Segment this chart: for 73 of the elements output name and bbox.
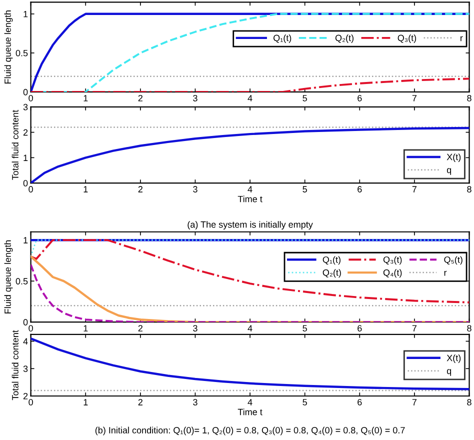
y-tick-label: 1 xyxy=(24,154,28,161)
x-tick-label: 8 xyxy=(467,399,472,406)
y-tick-label: 1 xyxy=(24,237,28,244)
x-tick-label: 6 xyxy=(358,186,362,192)
x-tick-label: 1 xyxy=(84,95,88,102)
x-tick-label: 0 xyxy=(28,325,33,332)
y-tick-label: 0 xyxy=(23,319,28,326)
y-axis-title: Fluid queue length xyxy=(4,240,13,314)
x-tick-label: 6 xyxy=(358,325,362,332)
y-tick-label: 0.5 xyxy=(16,278,28,284)
x-tick-label: 6 xyxy=(358,94,362,102)
x-tick-label: 4 xyxy=(248,186,252,192)
legend-label: q xyxy=(446,369,452,376)
line-series xyxy=(30,239,470,304)
y-tick-label: 2 xyxy=(23,392,28,400)
legend-label: r xyxy=(460,36,463,42)
y-tick-label: 3 xyxy=(23,366,28,372)
x-tick-label: 2 xyxy=(138,94,142,102)
x-tick-label: 5 xyxy=(302,95,307,102)
x-tick-label: 3 xyxy=(193,186,198,192)
y-axis-title: Fluid queue length xyxy=(4,10,13,84)
x-tick-label: 4 xyxy=(248,95,252,102)
x-tick-label: 7 xyxy=(412,95,417,102)
x-tick-label: 3 xyxy=(193,325,198,332)
x-tick-label: 5 xyxy=(302,399,307,406)
y-tick-label: 0 xyxy=(23,88,28,96)
x-tick-label: 4 xyxy=(248,399,252,406)
x-axis-title: Time t xyxy=(238,196,262,202)
x-tick-label: 3 xyxy=(193,399,198,406)
x-tick-label: 2 xyxy=(138,325,142,332)
x-axis-title: Time t xyxy=(238,408,262,416)
x-tick-label: 8 xyxy=(467,325,472,332)
legend-label: Q₄(t) xyxy=(383,269,402,278)
x-tick-label: 7 xyxy=(412,325,417,332)
y-axis-title: Total fluid content xyxy=(12,330,18,400)
text: (b) Initial condition: Q₁(0)= 1, Q₂(0) = 0.8, Q₃(0) = 0.8, Q₄(0) = 0.8, Q₅(0) = 0.7 xyxy=(95,426,405,436)
y-tick-label: 3 xyxy=(23,104,28,110)
x-tick-label: 7 xyxy=(412,186,417,192)
line-series xyxy=(30,337,470,390)
x-tick-label: 8 xyxy=(467,186,472,192)
legend-label: X(t) xyxy=(446,354,461,363)
x-tick-label: 1 xyxy=(84,186,88,192)
y-tick-label: 0 xyxy=(23,180,28,186)
y-tick-label: 2 xyxy=(23,129,28,136)
legend-label: Q₁(t) xyxy=(322,256,340,265)
x-tick-label: 0 xyxy=(28,399,33,406)
x-tick-label: 3 xyxy=(193,94,198,102)
x-tick-label: 7 xyxy=(412,399,417,406)
legend-label: Q₃(t) xyxy=(398,34,416,43)
x-tick-label: 5 xyxy=(302,186,307,192)
x-tick-label: 6 xyxy=(358,399,362,406)
x-tick-label: 1 xyxy=(84,399,88,406)
text: (a) The system is initially empty xyxy=(188,221,313,230)
legend-label: X(t) xyxy=(446,154,461,162)
legend-label: Q₂(t) xyxy=(335,34,354,43)
legend-label: Q₅(t) xyxy=(444,256,462,265)
x-tick-label: 2 xyxy=(138,399,142,406)
x-tick-label: 0 xyxy=(28,94,33,102)
x-tick-label: 2 xyxy=(138,186,142,192)
legend-label: Q₃(t) xyxy=(383,256,402,265)
legend-label: Q₁(t) xyxy=(274,34,292,43)
x-tick-label: 8 xyxy=(467,94,472,102)
y-tick-label: 4 xyxy=(23,338,28,345)
legend-label: r xyxy=(444,270,447,276)
legend-label: Q₂(t) xyxy=(322,269,341,278)
y-tick-label: 0.5 xyxy=(16,50,28,56)
x-tick-label: 0 xyxy=(28,186,33,192)
x-tick-label: 1 xyxy=(84,325,88,332)
x-tick-label: 4 xyxy=(248,325,252,332)
y-tick-label: 1 xyxy=(24,10,28,18)
x-tick-label: 5 xyxy=(302,325,307,332)
legend-label: q xyxy=(446,168,452,175)
y-axis-title: Total fluid content xyxy=(12,110,18,180)
